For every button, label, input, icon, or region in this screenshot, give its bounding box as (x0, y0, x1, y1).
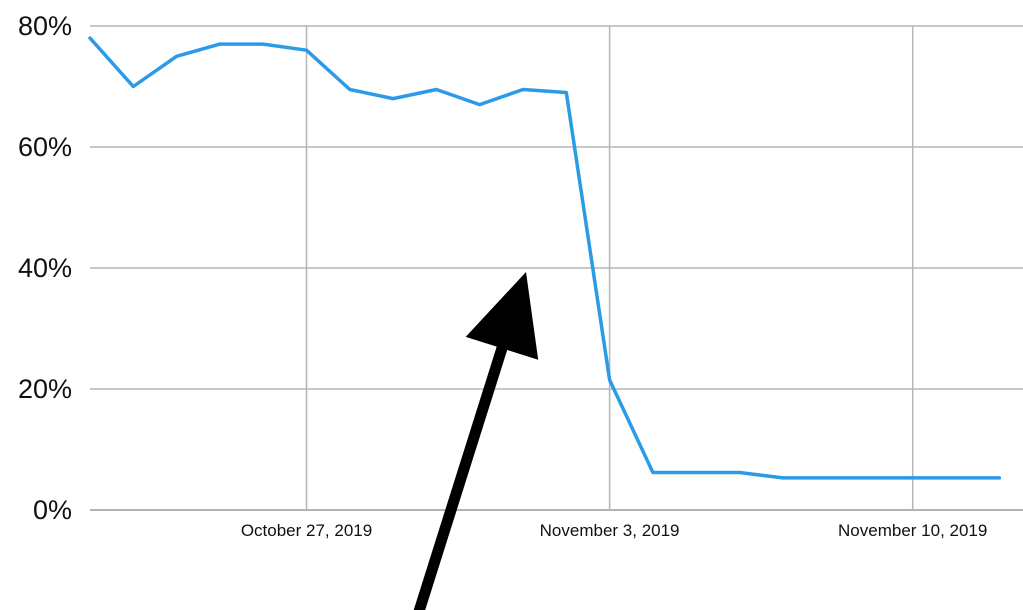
data-point (781, 476, 784, 480)
data-point (348, 88, 351, 91)
data-point (435, 88, 438, 91)
data-point (262, 42, 265, 46)
y-axis-tick-labels: 0% 20% 40% 60% 80% (18, 11, 72, 525)
y-tick-label: 60% (18, 132, 72, 162)
data-point (218, 42, 222, 46)
series-lines (88, 36, 1002, 480)
data-point (651, 471, 655, 474)
data-point (911, 476, 914, 480)
data-point (868, 476, 871, 480)
data-point (565, 91, 568, 94)
data-point (998, 476, 1001, 480)
data-point (521, 88, 525, 91)
data-point (738, 471, 741, 474)
data-point (478, 103, 481, 106)
data-point (608, 378, 611, 382)
data-point (175, 55, 178, 58)
y-tick-label: 20% (18, 374, 72, 404)
y-tick-label: 80% (18, 11, 72, 41)
data-point (824, 476, 828, 480)
data-point (305, 49, 308, 52)
data-point (391, 97, 395, 100)
arrow-head (465, 272, 539, 360)
y-tick-label: 0% (33, 495, 72, 525)
x-tick-label: November 10, 2019 (838, 521, 987, 540)
x-axis-tick-labels: October 27, 2019 November 3, 2019 November… (241, 521, 988, 540)
data-point (132, 85, 135, 88)
x-tick-label: November 3, 2019 (540, 521, 680, 540)
data-point (954, 476, 958, 480)
arrow-shaft (413, 340, 509, 610)
data-point (695, 471, 698, 474)
x-tick-label: October 27, 2019 (241, 521, 372, 540)
data-point (88, 36, 92, 40)
y-tick-label: 40% (18, 253, 72, 283)
annotations (413, 272, 539, 610)
series-line (88, 36, 1002, 480)
grid-lines (90, 25, 1023, 511)
